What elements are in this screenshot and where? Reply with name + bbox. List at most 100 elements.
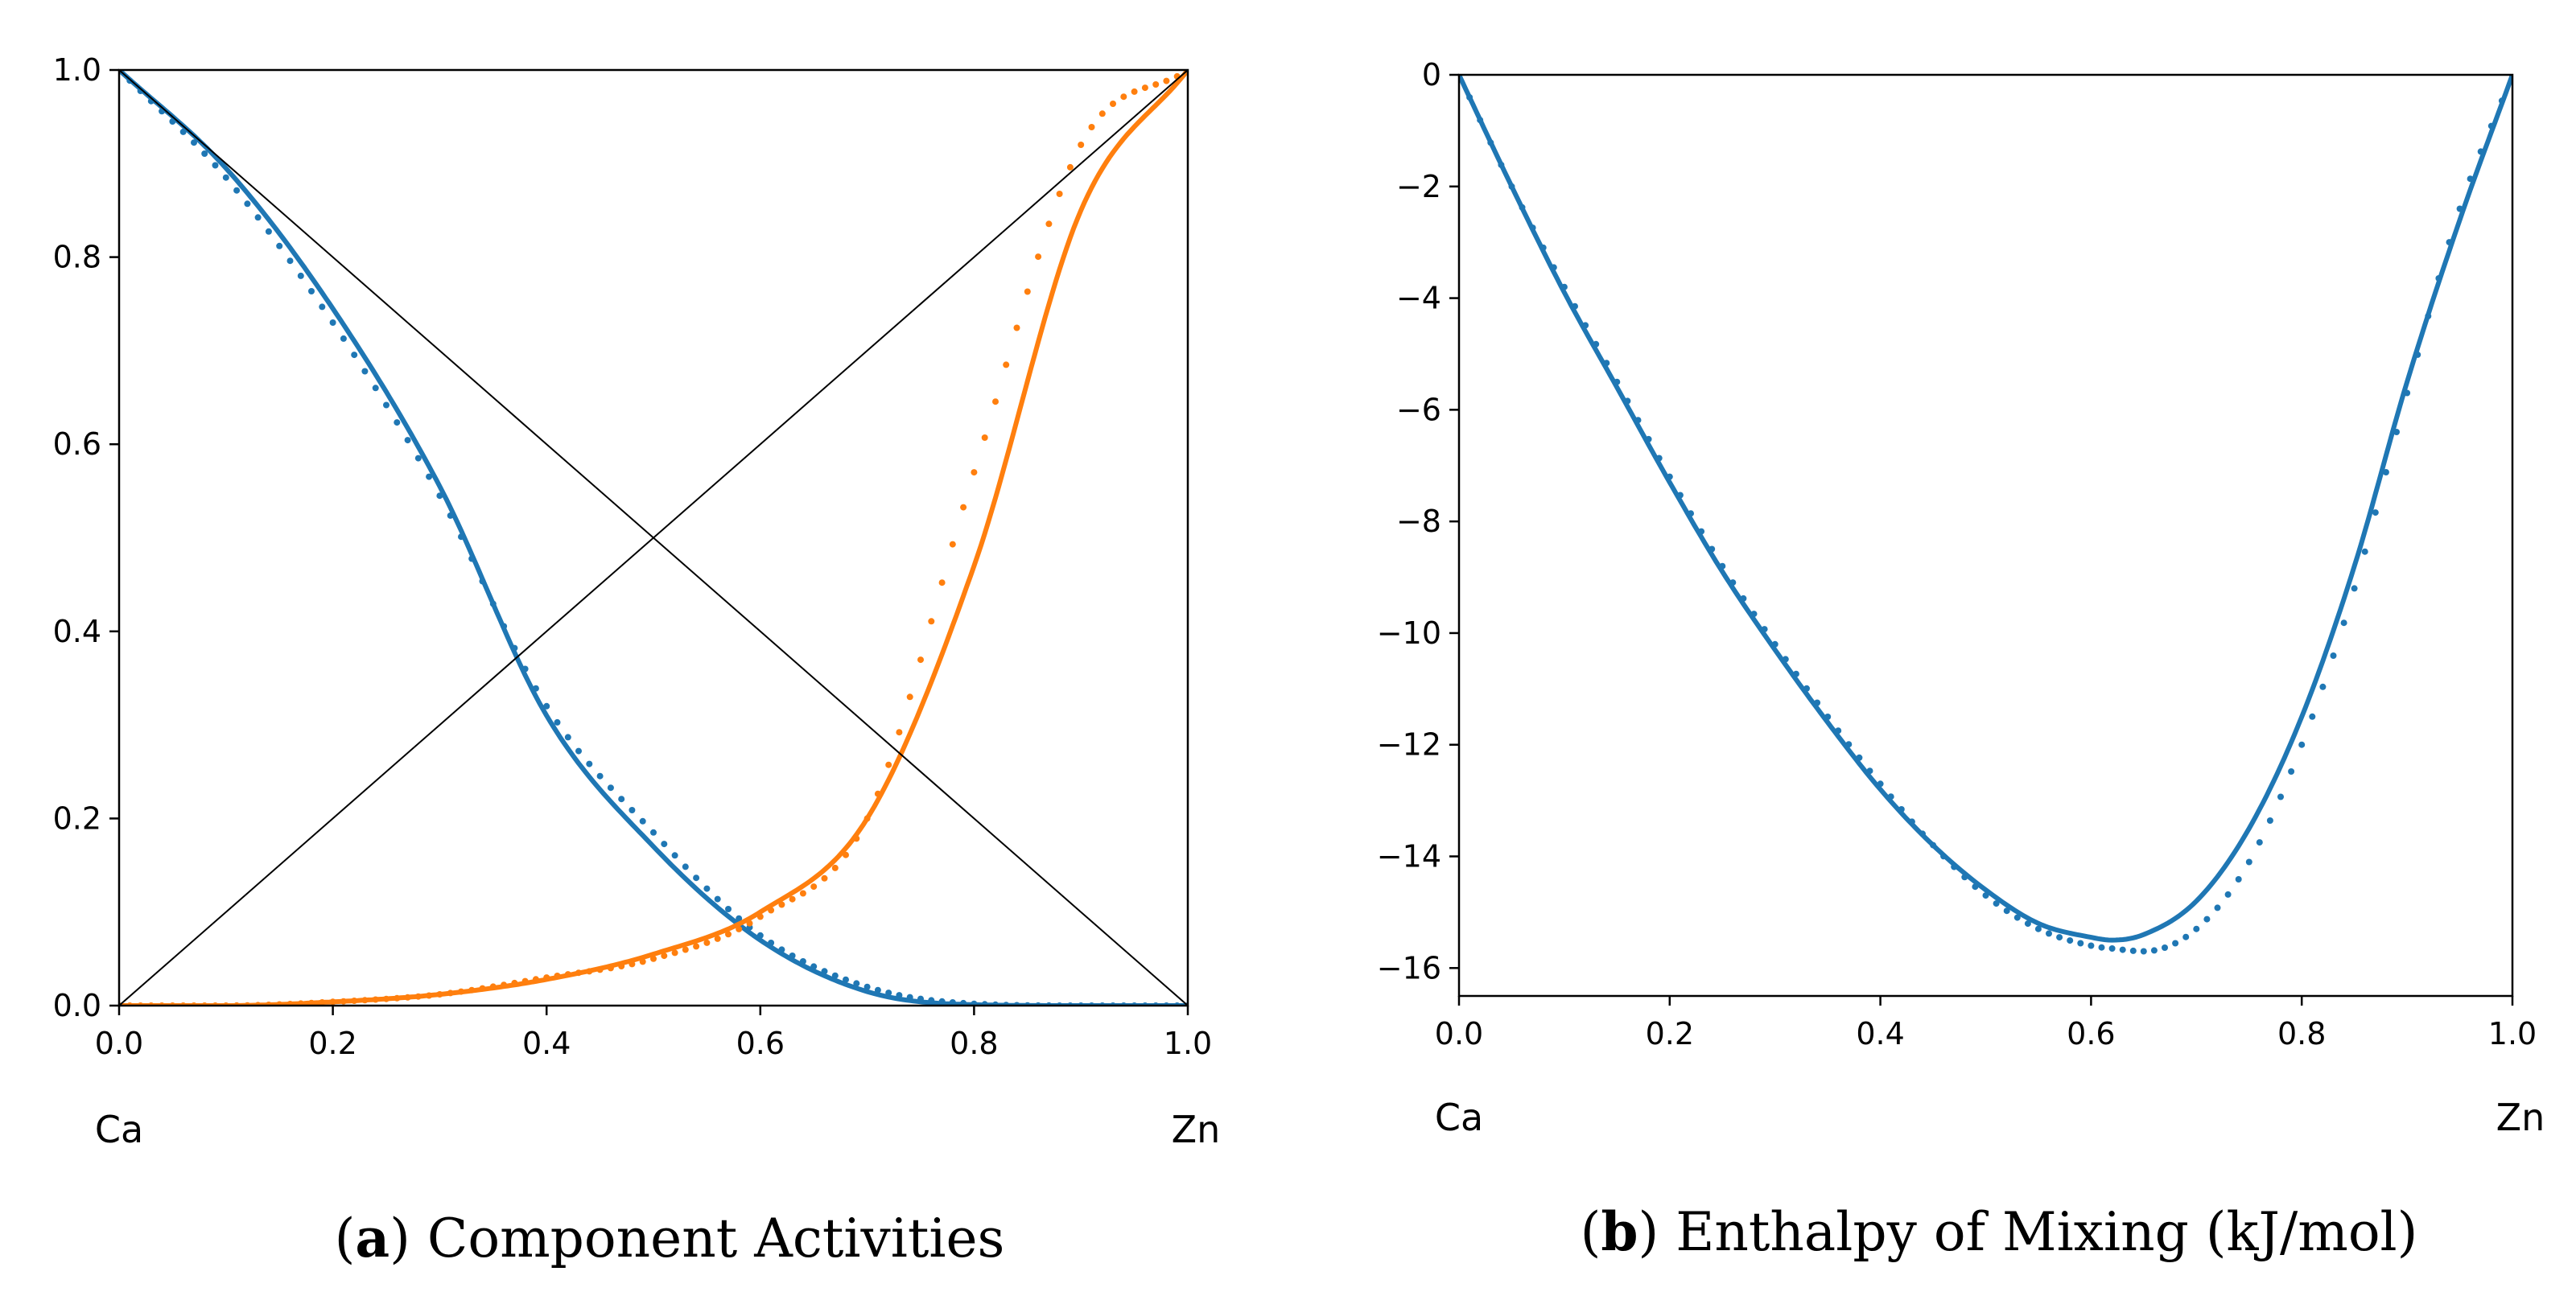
data-point [2203,916,2211,923]
data-point [286,257,294,265]
x-tick-label: 0.2 [1646,1016,1694,1051]
data-point [618,796,625,803]
data-point [971,469,978,476]
data-point [1824,714,1832,720]
y-tick-label: −16 [1377,950,1441,985]
data-point [404,994,411,1001]
data-point [543,702,550,710]
data-point [661,953,668,960]
panel-a-component-activities: 0.0 0.2 0.4 0.6 0.8 1.0 0.0 0.2 0.4 0.6 0.8 1.0 Ca Zn [53,52,1221,1151]
data-point [789,953,796,959]
data-point [2013,914,2021,921]
data-point [928,997,935,1004]
data-point [596,966,604,973]
data-point [372,385,379,392]
data-point [618,963,625,969]
data-point [586,968,593,975]
data-point [938,579,946,586]
data-point [2435,275,2442,282]
data-point [949,999,956,1006]
data-point [2487,122,2495,130]
data-point [414,455,422,462]
data-point [2067,937,2074,944]
data-point [468,555,476,562]
data-point [212,162,219,169]
data-point [1782,656,1789,663]
y-tick-label: −14 [1377,839,1441,874]
data-point [1572,302,1578,310]
data-point [2414,351,2421,358]
data-point [1666,473,1673,480]
data-point [361,997,369,1004]
data-point [2235,876,2242,883]
data-point [1003,361,1010,368]
data-point [1487,139,1494,146]
data-point [1560,283,1568,290]
data-point [479,985,486,992]
data-point [693,943,700,950]
data-point [2288,768,2295,775]
data-point [586,760,593,767]
data-point [1814,699,1821,706]
data-point [276,242,283,249]
caption-a: (a) Component Activities [335,1207,1005,1269]
data-point [361,368,369,375]
data-point [2319,683,2327,690]
data-point [768,907,775,914]
data-point [736,925,743,932]
x-tick-label: 0.2 [308,1026,357,1061]
data-point [629,961,636,968]
data-point [1131,88,1138,95]
data-point [575,747,582,755]
axes-frame-b [1457,73,2514,998]
data-point [885,761,892,768]
data-point [714,935,721,942]
data-point [2024,920,2031,928]
data-point [639,958,646,965]
data-point [2266,817,2273,824]
data-point [810,963,818,970]
data-point [564,971,571,978]
data-point [372,996,379,1003]
panel-b-enthalpy-of-mixing: 0.0 0.2 0.4 0.6 0.8 1.0 0 −2 −4 −6 −8 −10 −12 −14 −16 C… [1377,57,2545,1139]
data-point [1045,220,1053,228]
caption-a-title: Component Activities [427,1208,1005,1269]
data-point [2372,509,2379,516]
data-point [564,734,571,741]
data-point [2150,947,2158,954]
data-point [2361,548,2368,555]
data-point [2456,205,2463,212]
data-point [2498,97,2505,105]
data-point [799,958,806,965]
data-point [383,995,389,1002]
y-tick-label: −6 [1396,392,1441,427]
data-point [1539,244,1547,251]
series-raoult-line-zn [119,70,1188,1006]
data-point [2298,741,2306,748]
data-point [607,784,614,792]
data-point [1676,492,1684,499]
data-point [2277,793,2284,800]
data-point [340,335,347,342]
data-point [607,965,614,972]
y-tick-label: 1.0 [53,52,101,88]
y-tick-label: −12 [1377,727,1441,763]
data-point [928,618,935,625]
data-point [1013,324,1020,331]
x-tick-label: 1.0 [2488,1016,2537,1051]
series-zn-activity-data [119,70,1188,1006]
data-point [639,817,646,825]
data-point [1498,161,1505,168]
data-point [1898,806,1905,813]
data-point [1645,435,1652,442]
data-point [821,874,828,882]
data-point [179,128,187,135]
data-point [1634,417,1642,424]
data-point [629,807,636,813]
data-point [2003,907,2010,915]
data-point [1740,595,1747,602]
x-tick-label: 0.0 [1435,1016,1483,1051]
data-point [222,174,229,181]
data-point [1056,191,1063,197]
data-point [703,885,711,892]
